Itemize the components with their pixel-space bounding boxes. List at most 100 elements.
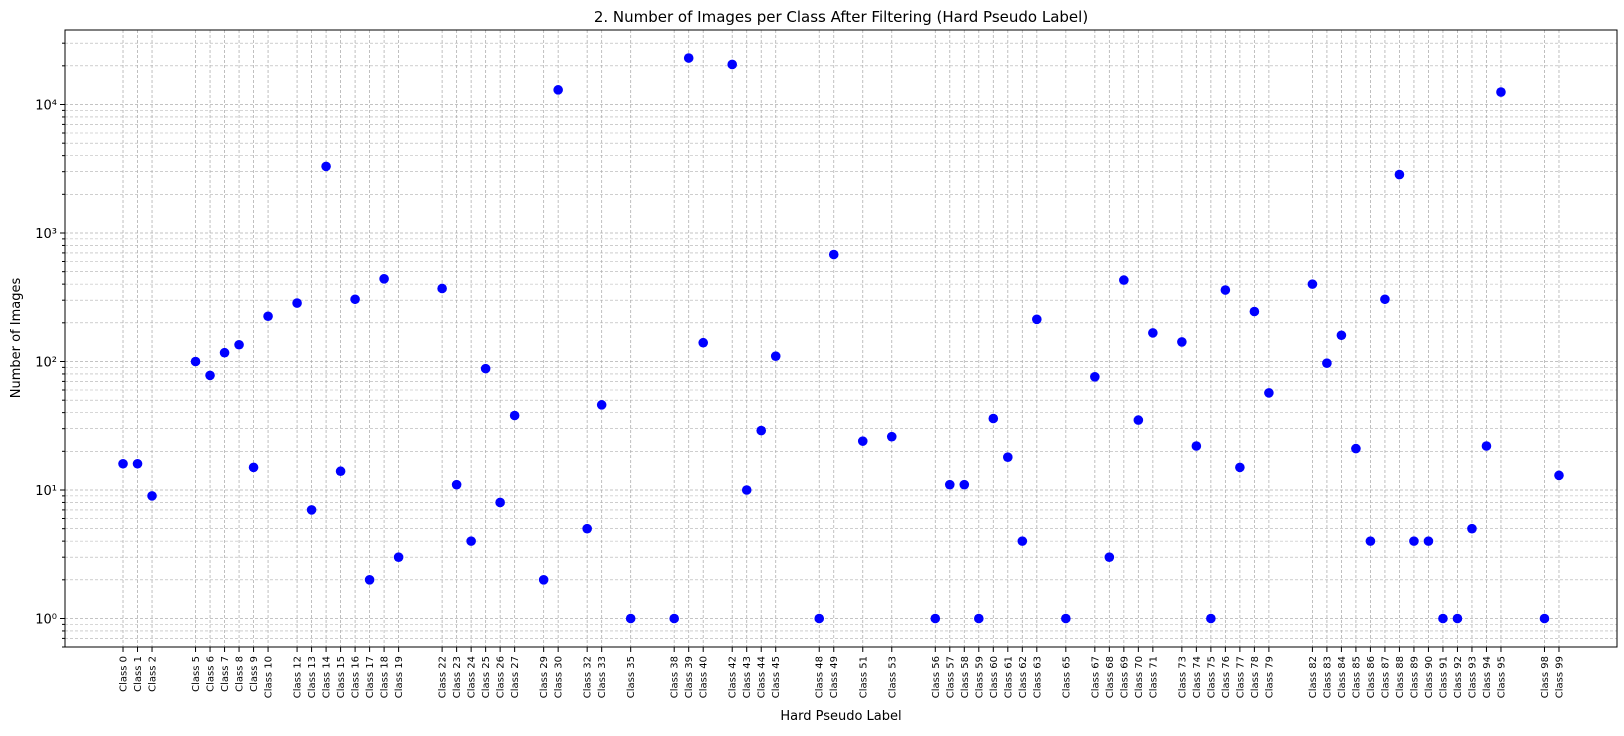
data-point	[1249, 306, 1260, 317]
x-tick-label: Class 71	[1148, 656, 1159, 698]
data-point	[1452, 613, 1463, 624]
x-tick-label: Class 85	[1351, 656, 1362, 698]
plot-frame	[64, 29, 1618, 648]
x-tick-label: Class 0	[119, 656, 130, 692]
x-tick-label: Class 33	[597, 656, 608, 698]
x-tick-label: Class 74	[1192, 656, 1203, 698]
data-point	[973, 613, 984, 624]
data-point	[1017, 536, 1028, 546]
data-point	[886, 431, 897, 442]
data-point	[1409, 536, 1419, 546]
data-point	[248, 462, 259, 473]
x-tick-label: Class 65	[1061, 656, 1072, 698]
x-tick-label: Class 17	[365, 656, 376, 698]
x-tick-label: Class 92	[1453, 656, 1464, 698]
x-tick-label: Class 45	[771, 656, 782, 698]
x-tick-label: Class 99	[1554, 656, 1565, 698]
x-tick-label: Class 13	[307, 656, 318, 698]
data-point	[1090, 372, 1100, 382]
data-point	[538, 575, 549, 585]
data-point	[306, 505, 317, 515]
x-tick-label: Class 67	[1090, 656, 1101, 698]
data-point	[379, 274, 389, 284]
x-tick-label: Class 6	[206, 656, 217, 692]
x-tick-label: Class 27	[510, 656, 521, 698]
y-axis-label: Number of Images	[9, 278, 24, 399]
data-point	[190, 356, 201, 367]
data-point	[698, 337, 709, 348]
data-point	[1322, 358, 1332, 368]
data-point	[1336, 330, 1347, 341]
data-point	[582, 523, 592, 534]
x-tick-label: Class 16	[351, 656, 362, 698]
x-tick-label: Class 90	[1424, 656, 1435, 698]
x-tick-label: Class 43	[742, 656, 753, 698]
y-tick-label: 10²	[35, 355, 57, 370]
x-tick-label: Class 76	[1221, 656, 1232, 698]
x-tick-label: Class 23	[452, 656, 463, 698]
data-point	[770, 351, 781, 361]
data-point	[1191, 441, 1202, 451]
data-point	[930, 613, 941, 624]
data-point	[1438, 613, 1448, 624]
data-point	[480, 363, 491, 374]
x-tick-label: Class 38	[670, 656, 681, 698]
data-point	[1307, 279, 1318, 289]
data-point	[321, 161, 331, 172]
data-point	[132, 458, 143, 469]
x-tick-label: Class 94	[1482, 656, 1493, 698]
x-tick-label: Class 15	[336, 656, 347, 698]
x-tick-label: Class 69	[1119, 656, 1130, 698]
data-point	[350, 294, 360, 305]
data-point	[857, 436, 868, 446]
data-point	[1032, 314, 1042, 325]
data-point	[1264, 388, 1274, 398]
data-point	[1467, 523, 1477, 534]
data-point	[683, 53, 694, 63]
data-point	[1061, 613, 1071, 624]
x-tick-label: Class 39	[684, 656, 695, 698]
data-point	[1539, 613, 1550, 624]
data-point	[1481, 441, 1492, 451]
x-tick-label: Class 86	[1366, 656, 1377, 698]
data-point	[727, 59, 738, 70]
x-tick-label: Class 5	[191, 656, 202, 692]
data-point	[118, 458, 128, 469]
x-tick-label: Class 35	[626, 656, 637, 698]
y-tick-label: 10⁰	[35, 612, 57, 627]
data-point	[495, 497, 505, 508]
data-point	[1554, 470, 1564, 481]
data-point	[451, 479, 462, 490]
x-tick-label: Class 56	[931, 656, 942, 698]
x-tick-label: Class 22	[438, 656, 449, 698]
x-tick-label: Class 42	[728, 656, 739, 698]
data-point	[509, 410, 520, 421]
data-point	[959, 479, 970, 490]
x-tick-label: Class 32	[583, 656, 594, 698]
x-tick-label: Class 61	[1003, 656, 1014, 698]
x-tick-label: Class 91	[1438, 656, 1449, 698]
x-tick-label: Class 26	[496, 656, 507, 698]
x-tick-label: Class 93	[1467, 656, 1478, 698]
data-point	[944, 479, 955, 490]
x-tick-label: Class 49	[829, 656, 840, 698]
data-point	[756, 425, 767, 436]
x-tick-label: Class 87	[1380, 656, 1391, 698]
x-tick-label: Class 40	[699, 656, 710, 698]
y-tick-label: 10⁴	[35, 99, 57, 114]
x-tick-label: Class 63	[1032, 656, 1043, 698]
data-point	[1496, 87, 1506, 97]
x-tick-label: Class 84	[1337, 656, 1348, 698]
chart-title: 2. Number of Images per Class After Filt…	[594, 8, 1088, 26]
data-point	[1235, 462, 1245, 473]
data-point	[466, 536, 476, 546]
x-tick-label: Class 82	[1308, 656, 1319, 698]
x-tick-label: Class 59	[974, 656, 985, 698]
x-tick-label: Class 19	[394, 656, 405, 698]
x-tick-label: Class 24	[467, 656, 478, 698]
x-tick-label: Class 25	[481, 656, 492, 698]
x-tick-label: Class 57	[945, 656, 956, 698]
